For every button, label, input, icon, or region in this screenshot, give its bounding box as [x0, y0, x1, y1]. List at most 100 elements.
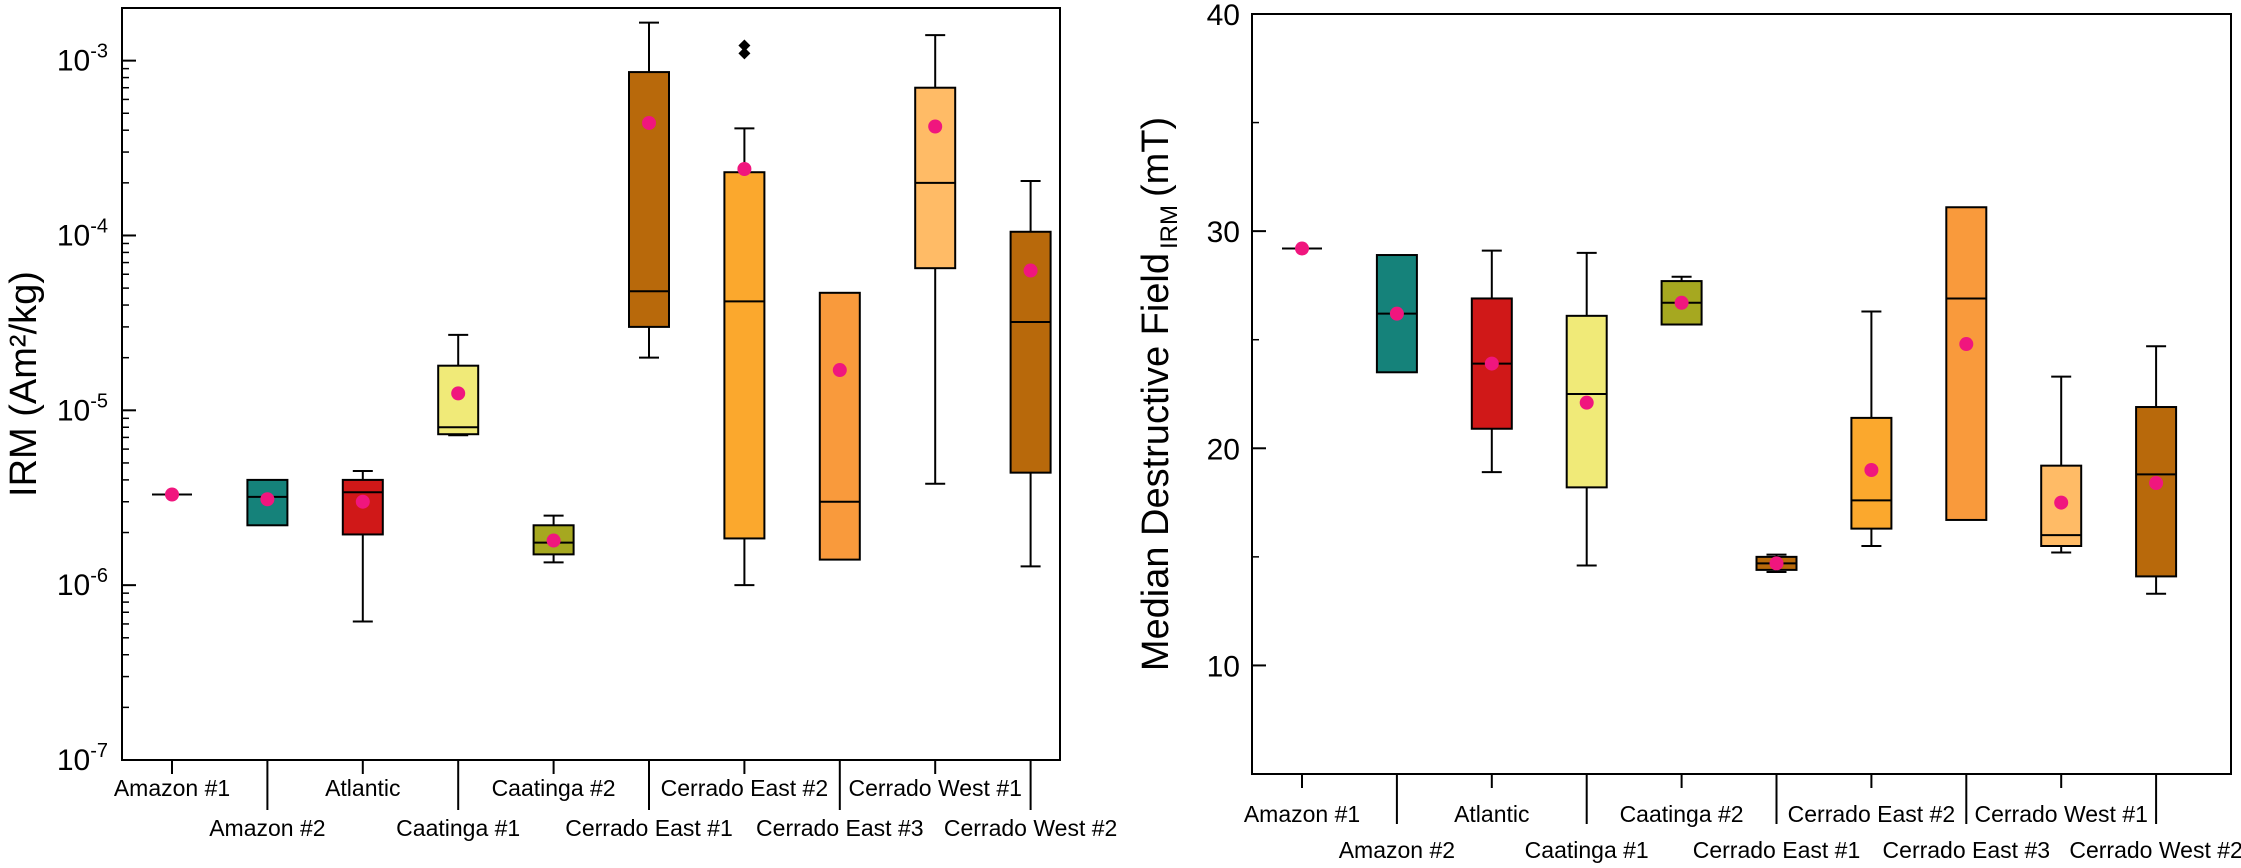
- mdf-mean-point: [1579, 395, 1594, 410]
- irm-mean-point: [355, 494, 370, 509]
- mdf-x-tick-label: Cerrado East #1: [1693, 837, 1860, 863]
- mdf-mean-point: [1295, 241, 1309, 256]
- mdf-mean-point: [1864, 463, 1879, 477]
- irm-y-tick-exponent: -5: [90, 390, 108, 412]
- mdf-iqr-box: [1565, 314, 1608, 489]
- irm-y-tick-exponent: -6: [90, 565, 108, 587]
- irm-y-tick-base: 10: [57, 744, 90, 777]
- irm-y-tick-label: 10-5: [57, 390, 108, 427]
- mdf-mean-point: [2149, 476, 2164, 491]
- mdf-mean-point: [1389, 306, 1404, 321]
- irm-x-tick-label: Cerrado East #3: [756, 815, 923, 841]
- mdf-x-tick-label: Cerrado East #3: [1883, 837, 2050, 863]
- irm-mean-point: [928, 119, 943, 134]
- irm-mean-point: [260, 492, 275, 507]
- mdf-box-cerrado-west-2: [2135, 345, 2178, 595]
- irm-outlier-point: [738, 47, 751, 60]
- irm-x-tick-label: Amazon #2: [209, 815, 325, 841]
- mdf-x-tick-label: Caatinga #2: [1620, 801, 1744, 827]
- irm-iqr-box: [723, 171, 766, 540]
- mdf-box-cerrado-east-3: [1945, 206, 1988, 521]
- mdf-y-axis-title-main: Median Destructive Field: [1135, 253, 1177, 671]
- mdf-iqr-box: [1945, 206, 1988, 521]
- irm-box-atlantic: [341, 469, 384, 623]
- irm-iqr-box: [818, 291, 861, 561]
- irm-y-tick-exponent: -4: [90, 215, 108, 237]
- mdf-x-tick-label: Cerrado West #1: [1974, 801, 2147, 827]
- mdf-box-cerrado-east-2: [1850, 310, 1893, 547]
- irm-y-tick-label: 10-7: [57, 740, 108, 777]
- irm-mean-point: [642, 115, 656, 130]
- mdf-box-atlantic: [1470, 249, 1513, 474]
- irm-mean-point: [546, 533, 561, 548]
- mdf-box-caatinga-2: [1660, 275, 1703, 326]
- mdf-y-tick-label: 20: [1207, 433, 1240, 466]
- irm-outlier-point: [738, 39, 751, 52]
- mdf-y-axis-title-unit: (mT): [1135, 117, 1177, 197]
- irm-y-tick-base: 10: [57, 219, 90, 252]
- irm-box-caatinga-2: [532, 514, 575, 564]
- mdf-box-cerrado-west-1: [2040, 375, 2083, 554]
- irm-y-tick-label: 10-6: [57, 565, 108, 602]
- irm-x-tick-label: Caatinga #1: [396, 815, 520, 841]
- irm-x-tick-label: Cerrado East #2: [661, 775, 828, 801]
- mdf-iqr-box: [2040, 464, 2083, 547]
- irm-x-tick-label: Cerrado West #1: [848, 775, 1021, 801]
- mdf-mean-point: [1769, 556, 1784, 571]
- mdf-iqr-box: [2135, 406, 2178, 578]
- irm-mean-point: [451, 386, 466, 401]
- irm-iqr-box: [628, 71, 670, 328]
- mdf-mean-point: [1484, 356, 1499, 371]
- irm-x-tick-label: Atlantic: [325, 775, 400, 801]
- irm-y-axis-title: IRM (Am²/kg): [3, 271, 45, 497]
- mdf-mean-point: [2054, 495, 2069, 510]
- mdf-x-tick-label: Atlantic: [1454, 801, 1529, 827]
- irm-y-tick-base: 10: [57, 45, 90, 78]
- irm-x-tick-label: Cerrado East #1: [565, 815, 732, 841]
- irm-x-tick-label: Caatinga #2: [492, 775, 616, 801]
- mdf-mean-point: [1959, 337, 1974, 352]
- mdf-y-tick-label: 10: [1207, 650, 1240, 683]
- mdf-box-plot-panel: Median Destructive Field IRM (mT) 10 20 30 40…: [1135, 0, 2241, 863]
- irm-iqr-box: [341, 478, 384, 536]
- irm-y-tick-base: 10: [57, 394, 90, 427]
- mdf-y-axis-title: Median Destructive Field IRM (mT): [1135, 117, 1183, 671]
- irm-box-cerrado-east-1: [628, 21, 670, 359]
- irm-y-tick-label: 10-3: [57, 41, 108, 78]
- irm-y-tick-exponent: -3: [90, 41, 108, 63]
- irm-plot-frame: [121, 7, 1061, 761]
- irm-mean-point: [832, 363, 847, 378]
- irm-box-cerrado-west-1: [914, 34, 957, 485]
- irm-box-cerrado-east-3: [818, 291, 861, 561]
- irm-x-tick-label: Amazon #1: [114, 775, 230, 801]
- mdf-y-tick-label: 30: [1207, 216, 1240, 249]
- mdf-box-amazon-2: [1375, 254, 1418, 374]
- irm-mean-point: [737, 161, 752, 176]
- mdf-x-tick-label: Caatinga #1: [1525, 837, 1649, 863]
- irm-box-cerrado-east-2: [723, 39, 766, 587]
- mdf-y-tick-label: 40: [1207, 0, 1240, 32]
- irm-box-cerrado-west-2: [1009, 179, 1052, 568]
- irm-x-tick-label: Cerrado West #2: [944, 815, 1117, 841]
- irm-box-caatinga-1: [437, 333, 480, 437]
- irm-iqr-box: [1009, 230, 1052, 474]
- irm-iqr-box: [914, 86, 957, 270]
- mdf-plot-frame: [1251, 13, 2232, 775]
- irm-mean-point: [165, 487, 179, 502]
- irm-box-amazon-1: [152, 487, 192, 502]
- mdf-mean-point: [1674, 295, 1689, 310]
- irm-box-amazon-2: [246, 478, 289, 527]
- mdf-y-axis-title-subscript: IRM: [1156, 205, 1183, 249]
- mdf-box-caatinga-1: [1565, 251, 1608, 567]
- irm-y-tick-exponent: -7: [90, 740, 108, 762]
- irm-y-tick-label: 10-4: [57, 215, 108, 252]
- mdf-box-amazon-1: [1282, 241, 1322, 256]
- irm-y-tick-base: 10: [57, 569, 90, 602]
- irm-box-plot-panel: IRM (Am²/kg) 10-710-610-510-410-3Amazon …: [3, 7, 1117, 841]
- irm-mean-point: [1023, 263, 1038, 278]
- mdf-box-cerrado-east-1: [1755, 553, 1798, 574]
- mdf-x-tick-label: Amazon #2: [1339, 837, 1455, 863]
- mdf-x-tick-label: Cerrado East #2: [1788, 801, 1955, 827]
- mdf-x-tick-label: Amazon #1: [1244, 801, 1360, 827]
